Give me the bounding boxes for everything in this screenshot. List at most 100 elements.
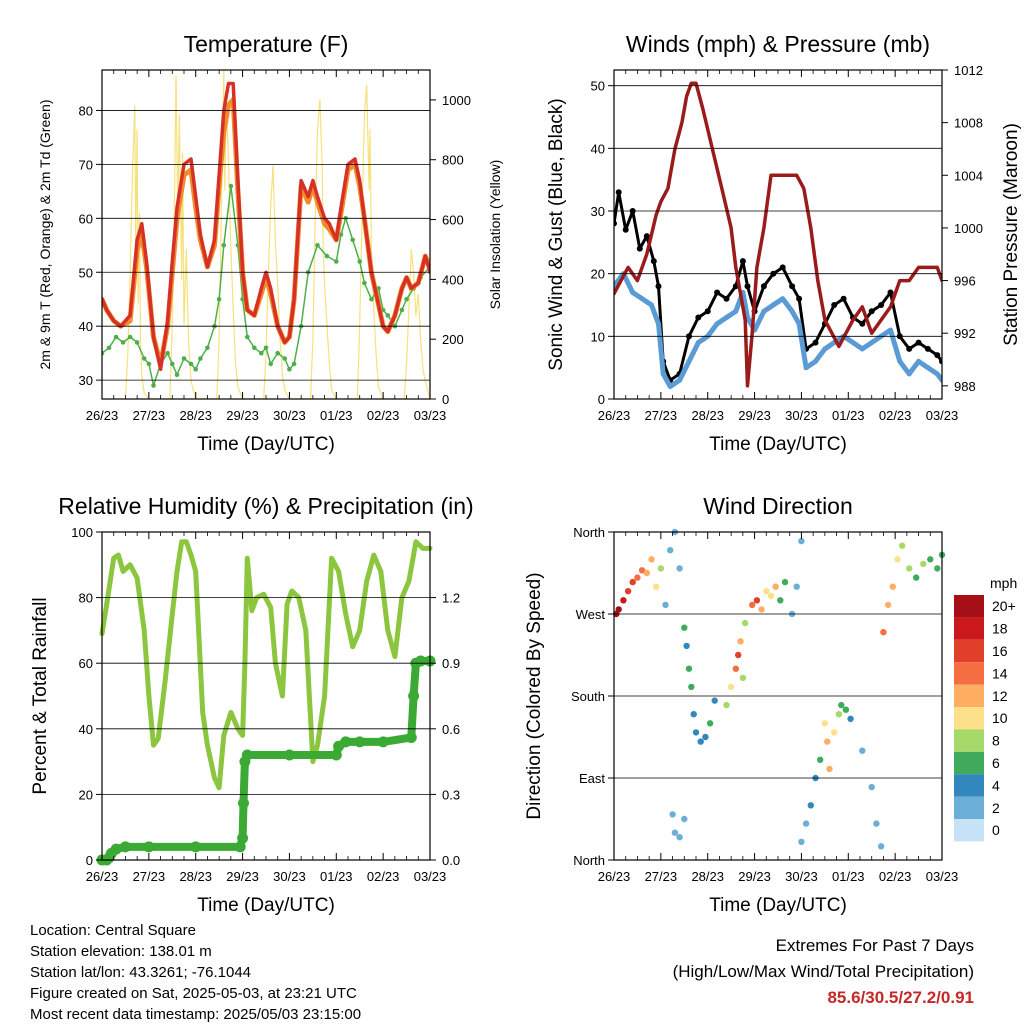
plot-area	[102, 70, 430, 399]
plot-area	[613, 528, 946, 850]
x-tick-label: 03/23	[414, 869, 447, 884]
wind-direction-panel: 26/23 27/23 28/23 29/23 30/23 01/23 02/23 03/23…	[524, 493, 958, 916]
x-tick-label: 27/23	[645, 408, 678, 423]
figure-created: Figure created on Sat, 2025-05-03, at 23…	[30, 985, 357, 1002]
y-tick-label: 0	[86, 853, 93, 868]
direction-point	[615, 606, 622, 613]
precip-point	[190, 841, 202, 853]
dewpoint-point	[127, 334, 133, 340]
y-tick-label: 10	[591, 329, 605, 344]
wind-point	[803, 365, 809, 371]
y2-tick-label: 600	[442, 213, 464, 228]
direction-point	[690, 711, 697, 718]
direction-point	[732, 665, 739, 672]
recent-timestamp: Most recent data timestamp: 2025/05/03 2…	[30, 1006, 362, 1023]
wind-point	[859, 346, 865, 352]
x-tick-label: 28/23	[691, 408, 724, 423]
station-info: Location: Central Square Station elevati…	[30, 920, 361, 1025]
colorbar-label: 20+	[992, 598, 1016, 614]
precip-point	[377, 736, 389, 748]
precip-point	[340, 736, 352, 748]
direction-point	[777, 597, 784, 604]
chart-title: Relative Humidity (%) & Precipitation (i…	[58, 493, 473, 519]
y-axis-label: 2m & 9m T (Red, Orange) & 2m Td (Green)	[37, 100, 53, 370]
direction-point	[826, 765, 833, 773]
direction-point	[781, 578, 789, 586]
direction-point	[753, 597, 761, 604]
direction-point	[739, 674, 747, 681]
direction-point	[798, 838, 805, 845]
x-tick-label: 26/23	[86, 408, 119, 423]
direction-point	[807, 802, 814, 809]
precip-point	[241, 749, 253, 761]
direction-point	[824, 738, 831, 745]
dewpoint-point	[369, 296, 374, 302]
humidity-precip-panel: 26/23 27/23 28/23 29/23 30/23 01/23 02/23 03/23…	[30, 493, 474, 916]
wind-point	[677, 377, 683, 383]
x-tick-label: 28/23	[179, 869, 212, 884]
wind-point	[916, 358, 922, 364]
y-tick-label: East	[579, 771, 605, 786]
y-tick-label: 80	[79, 103, 93, 118]
y2-tick-label: 1004	[954, 168, 983, 183]
direction-point	[697, 738, 704, 745]
x-tick-label: 30/23	[273, 869, 306, 884]
dewpoint-point	[252, 345, 257, 351]
direction-point	[758, 606, 765, 613]
y-tick-label: 70	[79, 157, 93, 172]
dewpoint-point	[350, 237, 356, 243]
direction-point	[906, 565, 913, 572]
wind-point	[789, 308, 795, 314]
y-tick-label: South	[571, 689, 605, 704]
extremes-box: Extremes For Past 7 Days (High/Low/Max W…	[673, 933, 974, 1011]
x-tick-label: 29/23	[226, 869, 259, 884]
x-tick-label: 03/23	[414, 408, 447, 423]
series-precip-line	[98, 657, 434, 864]
direction-point	[742, 619, 749, 627]
wind-point	[939, 377, 942, 383]
dewpoint-point	[221, 243, 227, 248]
series-rh-line	[99, 539, 433, 791]
colorbar-swatch	[954, 617, 984, 640]
dewpoint-point	[324, 253, 330, 259]
wind-point	[906, 371, 912, 377]
direction-point	[913, 574, 920, 581]
direction-point	[884, 601, 892, 609]
direction-point	[662, 601, 669, 609]
dewpoint-point	[245, 334, 250, 340]
x-tick-label: 02/23	[879, 408, 912, 423]
dewpoint-point	[146, 361, 152, 367]
direction-point	[648, 556, 655, 563]
chart-title: Temperature (F)	[184, 31, 349, 57]
x-tick-label: 27/23	[133, 408, 166, 423]
station-latlon: Station lat/lon: 43.3261; -76.1044	[30, 964, 252, 981]
y-tick-label: 20	[79, 787, 93, 802]
x-tick-label: 29/23	[226, 408, 259, 423]
winds-pressure-panel: 26/23 27/23 28/23 29/23 30/23 01/23 02/23 03/23…	[546, 31, 1022, 455]
wind-point	[813, 358, 818, 364]
y-tick-label: 40	[591, 141, 605, 156]
direction-point	[927, 556, 934, 563]
colorbar-swatch	[954, 774, 984, 797]
y-tick-label: West	[576, 607, 606, 622]
direction-point	[681, 815, 688, 823]
x-tick-label: 01/23	[832, 869, 865, 884]
colorbar-label: 16	[992, 643, 1008, 659]
direction-point	[859, 747, 866, 754]
dewpoint-point	[151, 383, 156, 388]
direction-point	[899, 542, 906, 549]
direction-point	[802, 820, 810, 827]
y-tick-label: 50	[79, 265, 93, 280]
direction-point	[737, 638, 744, 645]
wind-point	[724, 315, 729, 320]
wind-point	[796, 321, 802, 327]
colorbar-swatch	[954, 751, 984, 775]
direction-point	[643, 569, 650, 577]
y-tick-label: 60	[79, 211, 93, 226]
x-axis-label: Time (Day/UTC)	[197, 895, 335, 916]
x-tick-label: 29/23	[738, 408, 771, 423]
direction-point	[868, 783, 875, 791]
colorbar-label: 6	[992, 755, 1000, 771]
dewpoint-point	[205, 345, 210, 351]
